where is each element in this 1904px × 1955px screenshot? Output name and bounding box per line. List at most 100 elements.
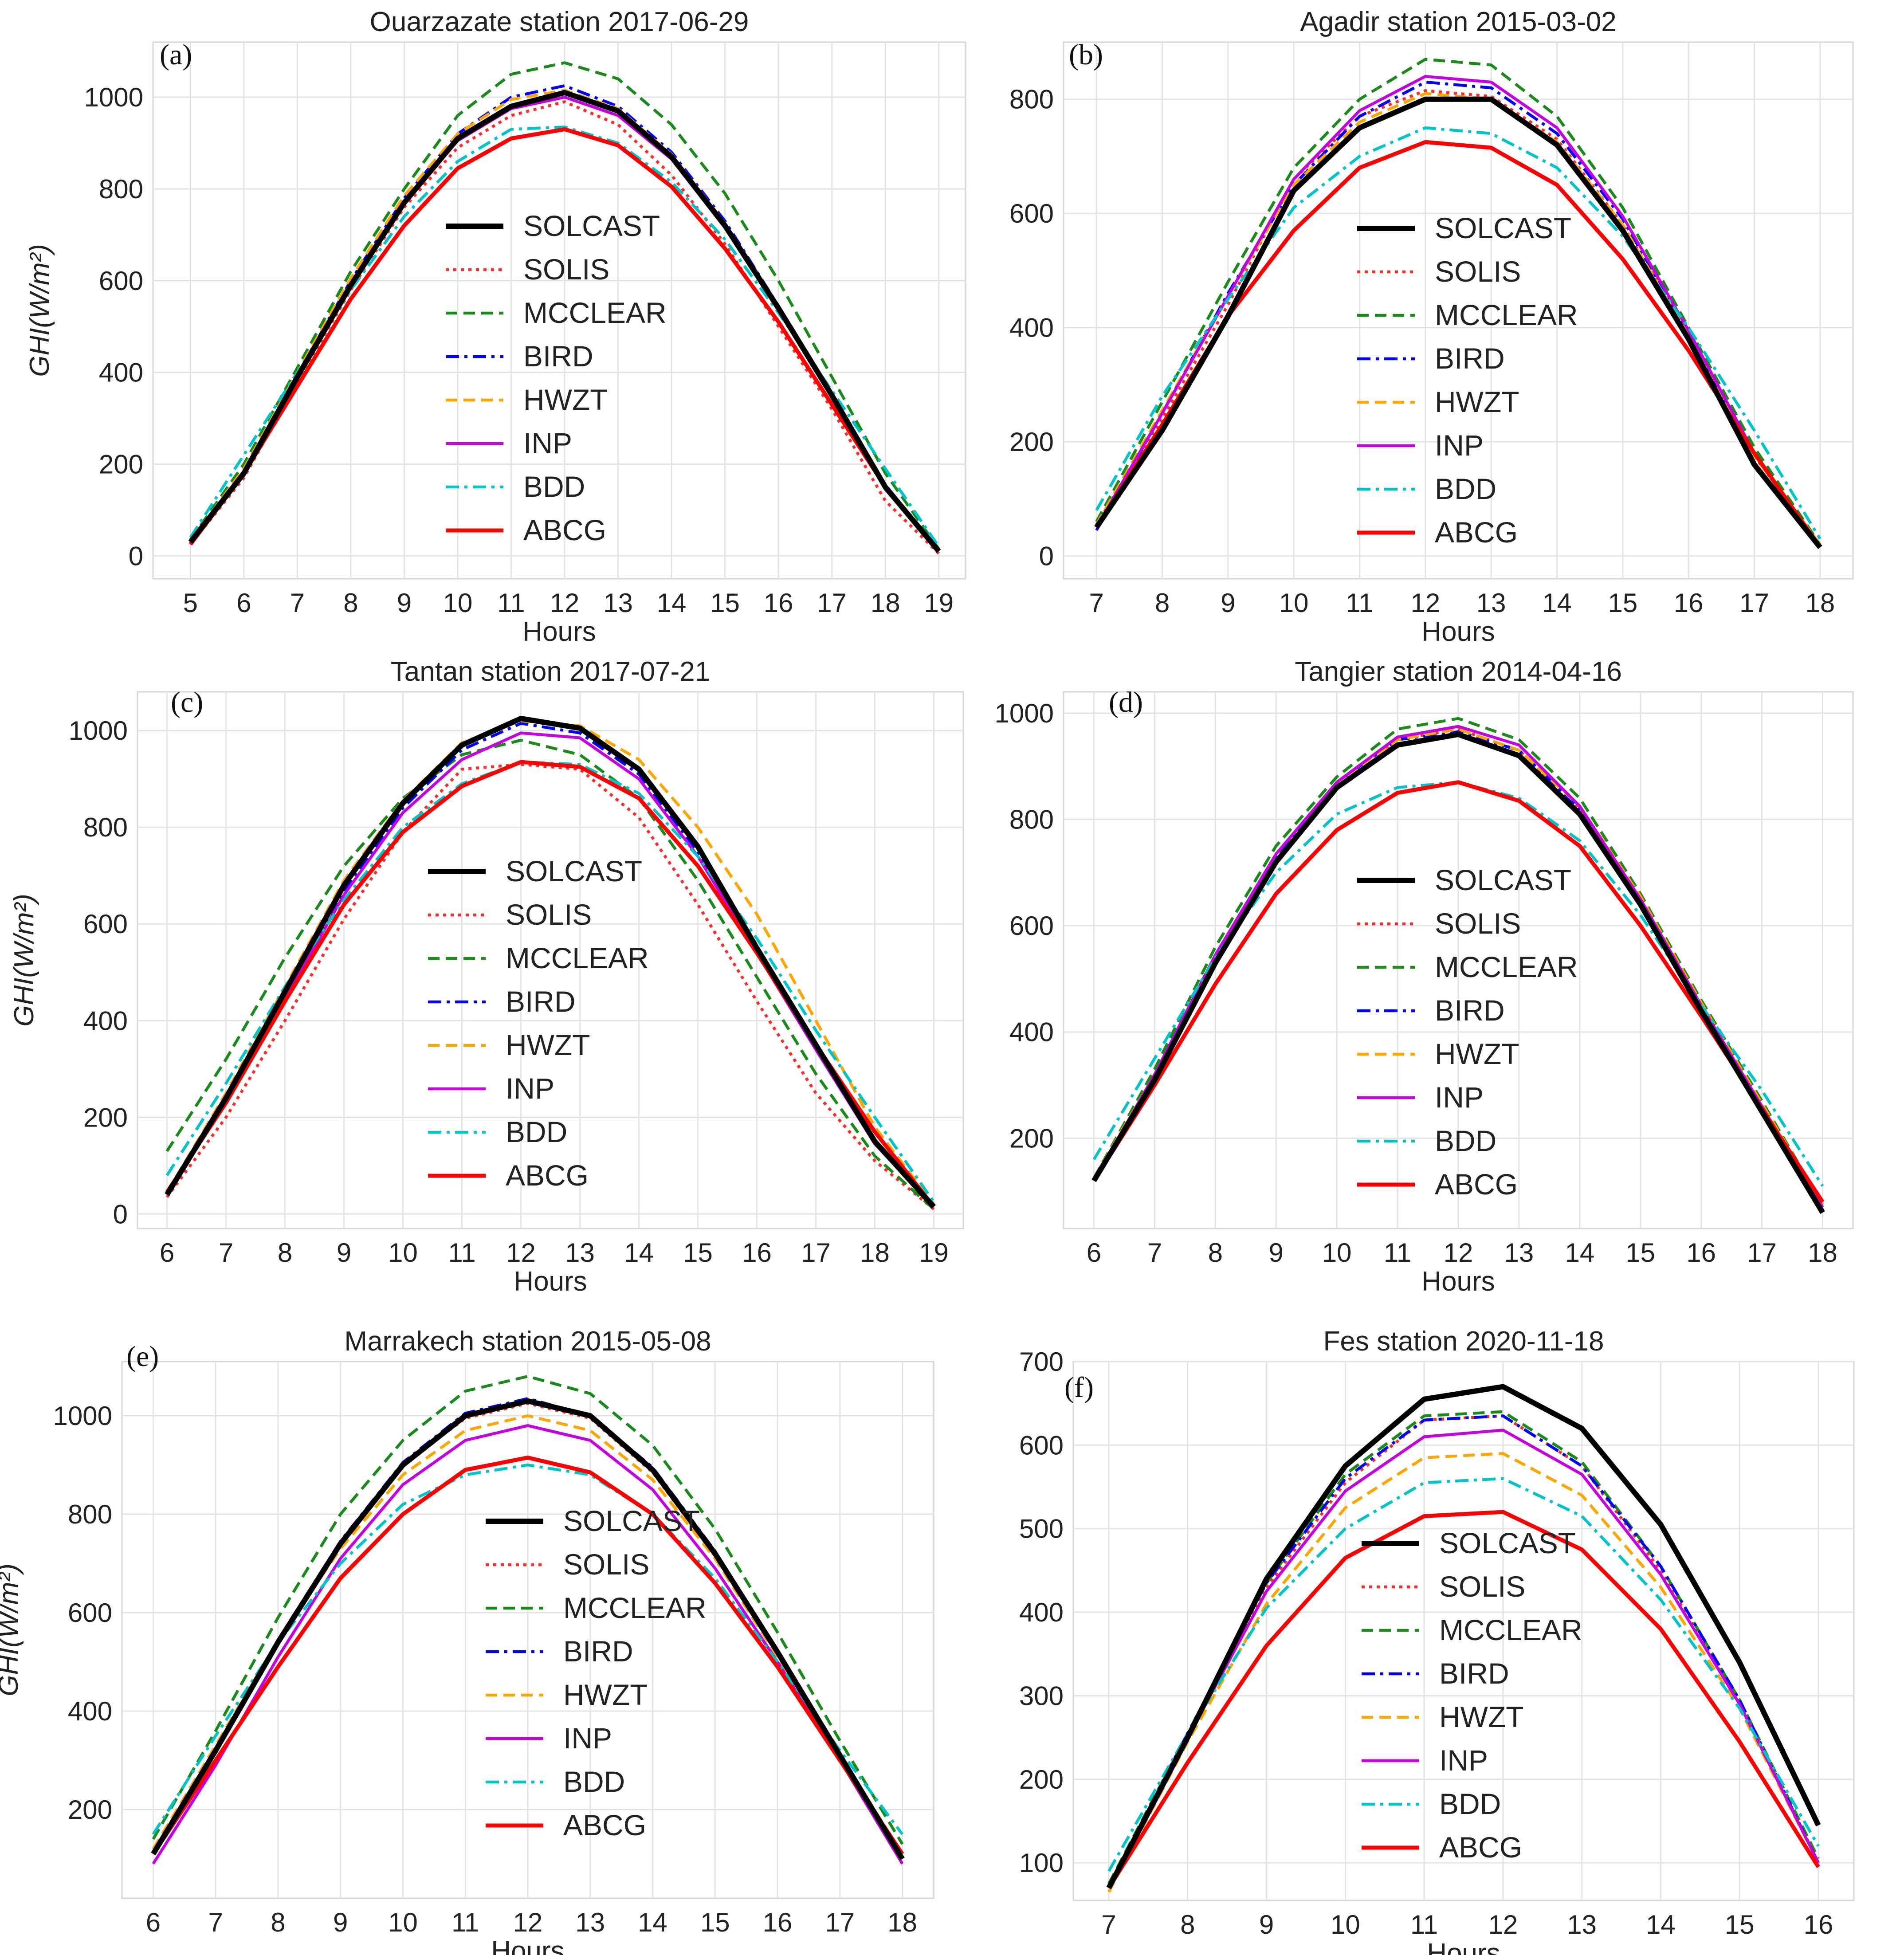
x-tick-label: 7 [208,1908,223,1937]
chart-panel-c: 6 7 8 9 10 11 12 13 14 15 16 17 18 19 0 200 400 600 800 100… [9,656,964,1297]
legend-label: ABCG [1435,516,1518,549]
y-tick-label: 200 [99,449,143,479]
x-tick-label: 11 [451,1908,479,1937]
legend-label: BDD [506,1115,567,1148]
x-tick-label: 15 [683,1238,713,1268]
series-line-abcg [1107,1510,1820,1889]
x-tick-label: 9 [397,588,412,618]
x-axis-label: Hours [1427,1938,1500,1955]
y-tick-label: 600 [99,266,143,296]
legend-label: ABCG [1435,1168,1518,1201]
chart-title: Fes station 2020-11-18 [1323,1326,1604,1357]
y-axis-label: GHI(W/m²) [0,1563,24,1696]
y-tick-label: 1000 [53,1401,112,1431]
y-tick-label: 0 [113,1199,128,1229]
x-tick-label: 10 [388,1238,418,1268]
legend-label: HWZT [1439,1700,1524,1733]
chart-panel-b: 7 8 9 10 11 12 13 14 15 16 17 18 0 200 400 600 800 Agadir… [1009,7,1854,647]
x-tick-label: 16 [1674,588,1704,618]
x-tick-label: 15 [1625,1238,1655,1268]
legend: SOLCAST SOLIS MCCLEAR BIRD HWZT INP BDD ABCG [446,209,667,546]
y-tick-label: 600 [1009,911,1054,941]
legend-label: HWZT [1435,1037,1519,1070]
x-tick-label: 17 [1747,1238,1777,1268]
chart-panel-d: 6 7 8 9 10 11 12 13 14 15 16 17 18 200 400 600 800 1000 Ta… [995,656,1854,1297]
x-tick-label: 9 [337,1238,351,1268]
x-tick-label: 16 [764,588,793,618]
chart-title: Tangier station 2014-04-16 [1295,656,1622,687]
y-tick-label: 800 [1009,805,1054,835]
legend-label: INP [1439,1744,1488,1777]
x-axis-label: Hours [1421,616,1495,647]
legend-label: SOLIS [506,898,592,931]
x-tick-label: 14 [624,1238,654,1268]
legend-label: BIRD [1435,994,1505,1027]
legend-label: SOLIS [1435,907,1521,940]
legend: SOLCAST SOLIS MCCLEAR BIRD HWZT INP BDD ABCG [428,855,649,1192]
legend-label: SOLIS [563,1548,649,1581]
legend-label: ABCG [523,514,606,546]
x-tick-label: 13 [603,588,633,618]
x-tick-label: 17 [817,588,847,618]
panel-label: (b) [1069,39,1103,71]
x-tick-label: 7 [1147,1238,1162,1268]
x-tick-label: 12 [513,1908,543,1937]
y-tick-label: 800 [68,1500,112,1529]
x-tick-label: 7 [1089,588,1103,618]
y-tick-label: 200 [83,1103,128,1132]
y-tick-label: 400 [99,358,143,388]
x-tick-label: 13 [575,1908,605,1937]
x-tick-label: 9 [1269,1238,1284,1268]
x-axis-label: Hours [514,1266,587,1297]
x-tick-label: 14 [657,588,687,618]
plot-area [137,691,964,1229]
chart-panel-e: 6 7 8 9 10 11 12 13 14 15 16 17 18 200 400 600 800 1000 Ma… [0,1326,934,1955]
x-tick-label: 15 [700,1908,730,1937]
legend-label: MCCLEAR [506,942,649,974]
y-tick-label: 800 [83,813,128,842]
legend-label: MCCLEAR [1439,1613,1582,1646]
y-tick-label: 400 [1019,1598,1064,1627]
series-line-bdd [1107,1477,1820,1872]
x-tick-label: 10 [1331,1910,1360,1939]
x-tick-label: 13 [565,1238,595,1268]
legend-label: INP [1435,429,1484,462]
x-tick-label: 12 [1410,588,1440,618]
legend-label: BDD [1435,1124,1496,1157]
x-tick-label: 7 [1101,1910,1116,1939]
y-tick-label: 800 [1009,85,1054,114]
y-tick-label: 700 [1019,1347,1064,1377]
legend-label: SOLIS [1439,1570,1525,1603]
y-tick-label: 100 [1019,1848,1064,1878]
x-tick-label: 7 [219,1238,233,1268]
series-line-bird [1107,1414,1820,1889]
x-tick-label: 19 [924,588,954,618]
x-tick-label: 8 [1208,1238,1223,1268]
x-tick-label: 16 [742,1238,772,1268]
legend-label: BDD [1439,1787,1501,1820]
chart-title: Tantan station 2017-07-21 [391,656,710,687]
x-tick-label: 16 [763,1908,793,1937]
chart-title: Ouarzazate station 2017-06-29 [370,7,749,37]
x-tick-label: 8 [1155,588,1170,618]
legend-label: HWZT [523,383,608,416]
panel-label: (e) [126,1340,159,1373]
legend-label: SOLCAST [523,209,660,242]
chart-title: Marrakech station 2015-05-08 [344,1326,711,1357]
series-line-solcast [1106,1384,1821,1889]
series-line-inp [1107,1429,1820,1889]
x-tick-label: 12 [506,1238,536,1268]
x-tick-label: 6 [160,1238,174,1268]
x-tick-label: 18 [860,1238,890,1268]
series-line-solcast [188,90,941,553]
series-line-mcclear [165,738,935,1210]
x-tick-label: 8 [278,1238,292,1268]
x-tick-label: 12 [1444,1238,1473,1268]
x-tick-label: 8 [343,588,358,618]
legend: SOLCAST SOLIS MCCLEAR BIRD HWZT INP BDD ABCG [1357,864,1578,1201]
y-tick-label: 600 [1019,1430,1064,1460]
x-tick-label: 17 [801,1238,831,1268]
series-line-solis [189,100,940,555]
x-tick-label: 13 [1567,1910,1597,1939]
x-tick-label: 14 [638,1908,667,1937]
